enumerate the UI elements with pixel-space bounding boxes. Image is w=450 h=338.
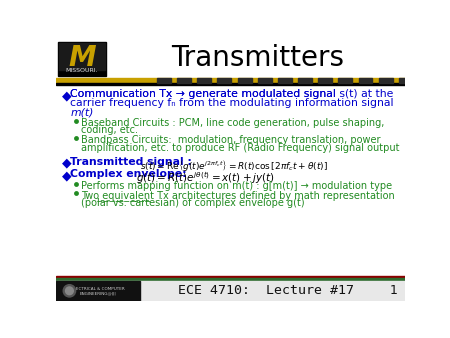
- Bar: [56, 276, 405, 279]
- Text: Bandpass Circuits:  modulation, frequency translation, power: Bandpass Circuits: modulation, frequency…: [81, 135, 381, 145]
- Text: Baseband Circuits : PCM, line code generation, pulse shaping,: Baseband Circuits : PCM, line code gener…: [81, 118, 384, 127]
- Text: carrier frequency fₙ from the modulating information signal: carrier frequency fₙ from the modulating…: [70, 98, 394, 108]
- Text: ◆: ◆: [63, 169, 72, 182]
- Bar: [378, 77, 392, 83]
- Text: ELECTRICAL & COMPUTER
ENGINEERING@|||: ELECTRICAL & COMPUTER ENGINEERING@|||: [71, 287, 125, 295]
- Text: $s(t)=\mathrm{Re}\left\{g(t)e^{j2\pi f_c t}\right\}=R(t)\cos\left[2\pi f_c t+\th: $s(t)=\mathrm{Re}\left\{g(t)e^{j2\pi f_c…: [140, 158, 328, 173]
- Text: ECE 4710:  Lecture #17: ECE 4710: Lecture #17: [177, 284, 354, 297]
- Bar: [56, 77, 405, 83]
- Text: Transmitted signal :: Transmitted signal :: [70, 157, 192, 167]
- Bar: [258, 77, 272, 83]
- Bar: [217, 77, 231, 83]
- Bar: [177, 77, 191, 83]
- Text: Performs mapping function on m(t) : g[m(t)] → modulation type: Performs mapping function on m(t) : g[m(…: [81, 181, 392, 191]
- Text: Communication Tx → generate modulated signal s(t) at the: Communication Tx → generate modulated si…: [70, 89, 394, 99]
- Text: 1: 1: [389, 284, 397, 297]
- Text: M: M: [68, 44, 96, 72]
- Bar: [56, 83, 405, 85]
- Bar: [399, 77, 413, 83]
- Circle shape: [66, 287, 73, 295]
- Circle shape: [63, 285, 76, 297]
- Text: amplification, etc. to produce RF (Radio Frequency) signal output: amplification, etc. to produce RF (Radio…: [81, 143, 400, 153]
- Bar: [58, 42, 106, 76]
- Text: MISSOURI.: MISSOURI.: [66, 68, 98, 73]
- Bar: [238, 77, 252, 83]
- Bar: [56, 281, 140, 301]
- Text: ◆: ◆: [63, 89, 72, 102]
- Bar: [197, 77, 211, 83]
- Text: (polar vs. cartesian) of complex envelope g(t): (polar vs. cartesian) of complex envelop…: [81, 198, 305, 208]
- Text: Transmitters: Transmitters: [171, 44, 344, 72]
- Bar: [56, 281, 405, 301]
- Text: m(t): m(t): [70, 107, 94, 118]
- Text: ◆: ◆: [63, 157, 72, 170]
- Text: Two ̲e̲q̲u̲i̲v̲a̲l̲e̲n̲t Tx architectures defined by math representation: Two ̲e̲q̲u̲i̲v̲a̲l̲e̲n̲t Tx architecture…: [81, 190, 395, 201]
- Text: Communication Tx → generate modulated signal: Communication Tx → generate modulated si…: [70, 89, 340, 99]
- Text: Complex envelope:: Complex envelope:: [70, 169, 187, 179]
- Bar: [58, 43, 105, 70]
- Text: coding, etc.: coding, etc.: [81, 125, 138, 135]
- Bar: [56, 279, 405, 281]
- Bar: [359, 77, 373, 83]
- Bar: [278, 77, 292, 83]
- Bar: [157, 77, 171, 83]
- Bar: [56, 41, 405, 77]
- Bar: [338, 77, 352, 83]
- Bar: [318, 77, 332, 83]
- Bar: [298, 77, 312, 83]
- Text: $g(t)=R(t)e^{j\theta(t)}=x(t)+jy(t)$: $g(t)=R(t)e^{j\theta(t)}=x(t)+jy(t)$: [136, 170, 275, 186]
